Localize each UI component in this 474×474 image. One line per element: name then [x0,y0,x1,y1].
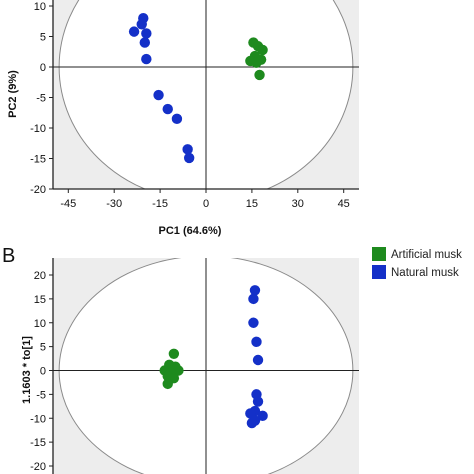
legend-label-natural: Natural musk [391,267,459,279]
y-tick-label: 0 [40,62,46,74]
x-tick-label: -30 [106,198,122,210]
panel-label: B [2,245,15,267]
y-ticks: 20 15 10 5 0 -5 -10 -15 -20 [30,270,53,473]
natural-musk-point [153,89,164,101]
y-tick-label: 5 [40,342,46,354]
y-tick-label: 20 [34,270,46,282]
y-tick-label: -20 [30,184,46,196]
y-tick-label: -10 [30,413,46,425]
natural-musk-point [257,410,268,422]
y-tick-label: -15 [30,154,46,166]
artificial-musk-point [168,348,180,359]
natural-musk-point [141,28,152,39]
x-tick-label: -45 [60,198,76,210]
artificial-musk-point [254,69,265,81]
natural-musk-point [246,417,258,429]
scatter-points [128,13,268,164]
legend-label-artificial: Artificial musk [391,249,462,261]
panel-b: B 20 15 10 5 0 -5 -10 -15 -20 1.1603 * to[1] [2,245,359,474]
legend: Artificial musk Natural musk [372,247,462,279]
y-ticks: 10 5 0 -5 -10 -15 -20 [30,1,53,196]
natural-musk-point [141,53,152,65]
x-tick-label: 45 [338,198,350,210]
natural-musk-point [183,152,195,164]
x-tick-label: -15 [152,198,168,210]
panel-a: 10 5 0 -5 -10 -15 -20 -45 -30 -15 0 15 30 45 PC1 (64… [7,0,359,237]
y-tick-label: 5 [40,32,46,44]
natural-musk-point [248,317,259,328]
natural-musk-point [128,26,140,37]
y-tick-label: -20 [30,461,46,473]
scatter-points [159,285,268,429]
natural-musk-point [252,354,264,366]
natural-musk-point [249,285,261,296]
y-tick-label: -10 [30,123,46,135]
y-axis-title: PC2 (9%) [7,70,19,118]
natural-musk-point [171,113,183,125]
artificial-musk-point [255,54,267,65]
natural-musk-point [182,144,193,155]
x-tick-label: 0 [203,198,209,210]
natural-musk-point [136,19,147,30]
y-tick-label: 0 [40,366,46,378]
legend-swatch-natural [372,265,386,279]
y-tick-label: -5 [36,389,46,401]
x-tick-label: 30 [292,198,304,210]
legend-swatch-artificial [372,247,386,261]
y-tick-label: -5 [36,93,46,105]
y-tick-label: 10 [34,1,46,13]
natural-musk-point [248,293,259,305]
y-tick-label: -15 [30,437,46,449]
x-tick-label: 15 [246,198,258,210]
natural-musk-point [251,336,262,348]
natural-musk-point [162,103,173,115]
natural-musk-point [139,37,150,48]
x-ticks: -45 -30 -15 0 15 30 45 [60,189,350,210]
natural-musk-point [252,396,264,407]
y-tick-label: 15 [34,294,46,306]
artificial-musk-point [162,378,173,390]
x-axis-title: PC1 (64.6%) [159,225,222,237]
y-tick-label: 10 [34,318,46,330]
artificial-musk-point [257,44,268,56]
y-axis-title: 1.1603 * to[1] [21,336,33,404]
